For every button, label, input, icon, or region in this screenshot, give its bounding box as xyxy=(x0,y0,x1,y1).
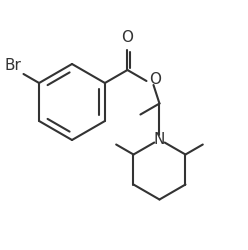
Text: O: O xyxy=(150,72,161,88)
Text: N: N xyxy=(154,132,165,147)
Text: O: O xyxy=(122,30,133,45)
Text: Br: Br xyxy=(5,58,22,73)
